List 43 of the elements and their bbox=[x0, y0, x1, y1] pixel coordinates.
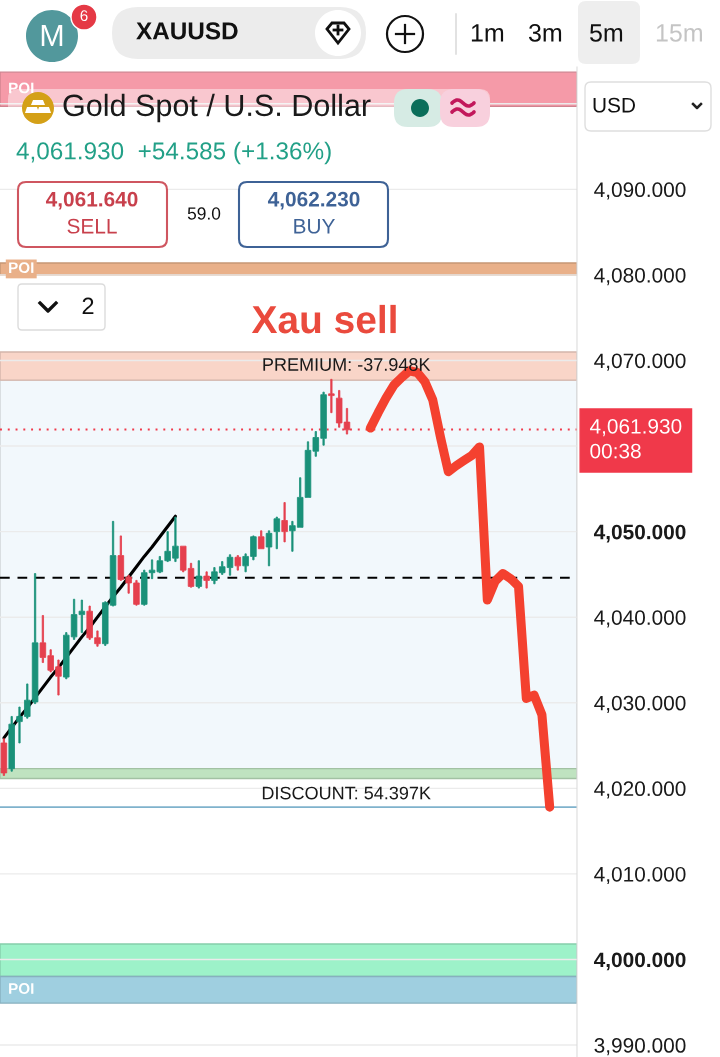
y-tick-label: 4,030.000 bbox=[594, 695, 686, 713]
candlestick bbox=[328, 378, 335, 414]
candlestick bbox=[265, 530, 273, 567]
y-tick-label: 4,010.000 bbox=[594, 866, 686, 885]
candlestick bbox=[281, 502, 288, 543]
annotation: 4,061.640 bbox=[45, 191, 138, 210]
band-label: PREMIUM: -37.948K bbox=[263, 358, 431, 371]
band-label: POI bbox=[9, 262, 34, 274]
y-tick-label: 3,990.000 bbox=[594, 1038, 686, 1056]
y-tick-label: 4,000.000 bbox=[593, 952, 686, 971]
annotation: 2 bbox=[82, 297, 94, 315]
text: M bbox=[41, 24, 63, 46]
annotation: 4,062.230 bbox=[267, 191, 360, 210]
y-tick-label: 4,090.000 bbox=[594, 182, 686, 200]
candlestick bbox=[0, 738, 8, 776]
text: USD bbox=[593, 97, 635, 113]
text: 1m bbox=[471, 24, 504, 42]
text: 4,061.930 +54.585 (+1.36%) bbox=[16, 141, 331, 165]
annotation: 59.0 bbox=[187, 207, 221, 220]
text: 5m bbox=[590, 24, 623, 42]
band-label: POI bbox=[9, 983, 34, 994]
candlestick bbox=[234, 555, 242, 571]
text: Gold Spot / U.S. Dollar bbox=[63, 93, 371, 123]
annotation: Xau sell bbox=[251, 304, 396, 334]
ref-line-label: 4,061.930 00:38 bbox=[589, 418, 682, 459]
y-tick-label: 4,080.000 bbox=[594, 267, 686, 286]
text: 15m bbox=[656, 24, 702, 42]
annotation: SELL bbox=[67, 218, 117, 234]
candlestick bbox=[257, 530, 265, 550]
text: 6 bbox=[80, 10, 88, 22]
annotation: DISCOUNT: 54.397K bbox=[262, 786, 431, 800]
y-tick-label: 4,070.000 bbox=[594, 353, 686, 371]
candlestick bbox=[203, 571, 210, 589]
candlestick bbox=[273, 516, 281, 550]
y-tick-label: 4,040.000 bbox=[594, 610, 686, 628]
candlestick bbox=[195, 560, 203, 589]
text: XAUUSD bbox=[136, 22, 238, 40]
y-tick-label: 4,050.000 bbox=[593, 524, 686, 543]
annotation: BUY bbox=[294, 219, 335, 234]
band-label: POI bbox=[9, 82, 34, 94]
text: 3m bbox=[528, 24, 562, 42]
candlestick bbox=[8, 716, 15, 772]
y-tick-label: 4,020.000 bbox=[594, 781, 686, 799]
